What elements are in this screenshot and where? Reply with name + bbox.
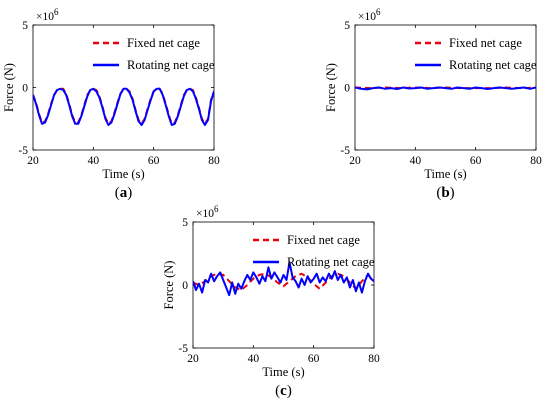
x-axis-label: Time (s) bbox=[102, 167, 144, 181]
panel-label: (b) bbox=[436, 185, 454, 201]
legend-label: Fixed net cage bbox=[287, 233, 360, 247]
y-axis-label: Force (N) bbox=[162, 261, 176, 310]
y-tick-label: 0 bbox=[344, 83, 350, 95]
legend-label: Fixed net cage bbox=[127, 36, 200, 50]
x-tick-label: 20 bbox=[27, 155, 39, 167]
series-line-rotating-net-cage bbox=[33, 87, 214, 126]
panel-c: 20 40 60 80 -5 0 5 ×106 Time (s) Force (N) Fixed n… bbox=[162, 204, 380, 399]
series-line-rotating-net-cage bbox=[193, 261, 374, 297]
x-tick-label: 40 bbox=[410, 155, 422, 167]
panel-label: (c) bbox=[275, 383, 292, 399]
y-tick-label: -5 bbox=[178, 343, 188, 355]
y-axis-label: Force (N) bbox=[2, 63, 16, 112]
y-axis-label: Force (N) bbox=[324, 63, 338, 112]
x-tick-label: 20 bbox=[349, 155, 361, 167]
y-tick-label: 0 bbox=[182, 280, 188, 292]
panel-b: 20 40 60 80 -5 0 5 ×106 Time (s) Force (N) Fixed n… bbox=[324, 7, 542, 201]
legend-label: Rotating net cage bbox=[449, 58, 537, 72]
x-tick-label: 20 bbox=[187, 353, 199, 365]
series-line-fixed-net-cage bbox=[33, 87, 214, 125]
y-tick-label: -5 bbox=[340, 145, 350, 157]
y-multiplier: ×106 bbox=[358, 7, 381, 23]
legend-label: Rotating net cage bbox=[127, 58, 215, 72]
x-tick-label: 80 bbox=[530, 155, 542, 167]
x-tick-label: 60 bbox=[308, 353, 320, 365]
x-tick-label: 80 bbox=[368, 353, 380, 365]
x-tick-label: 60 bbox=[470, 155, 482, 167]
series-line-fixed-net-cage bbox=[193, 272, 374, 291]
legend-label: Rotating net cage bbox=[287, 255, 375, 269]
x-tick-label: 40 bbox=[88, 155, 100, 167]
y-multiplier: ×106 bbox=[196, 204, 219, 220]
panel-label: (a) bbox=[115, 185, 133, 201]
legend-label: Fixed net cage bbox=[449, 36, 522, 50]
x-tick-label: 60 bbox=[148, 155, 160, 167]
y-tick-label: -5 bbox=[18, 145, 28, 157]
y-tick-label: 5 bbox=[22, 20, 28, 32]
x-tick-label: 40 bbox=[248, 353, 260, 365]
x-axis-label: Time (s) bbox=[424, 167, 466, 181]
x-tick-label: 80 bbox=[208, 155, 220, 167]
y-multiplier: ×106 bbox=[36, 7, 59, 23]
y-tick-label: 0 bbox=[22, 83, 28, 95]
y-tick-label: 5 bbox=[344, 20, 350, 32]
panel-a: 20 40 60 80 -5 0 5 ×106 Time (s) Force (N) Fixed n… bbox=[2, 7, 220, 201]
series-line-rotating-net-cage bbox=[355, 86, 536, 91]
x-axis-label: Time (s) bbox=[262, 365, 304, 379]
y-tick-label: 5 bbox=[182, 217, 188, 229]
